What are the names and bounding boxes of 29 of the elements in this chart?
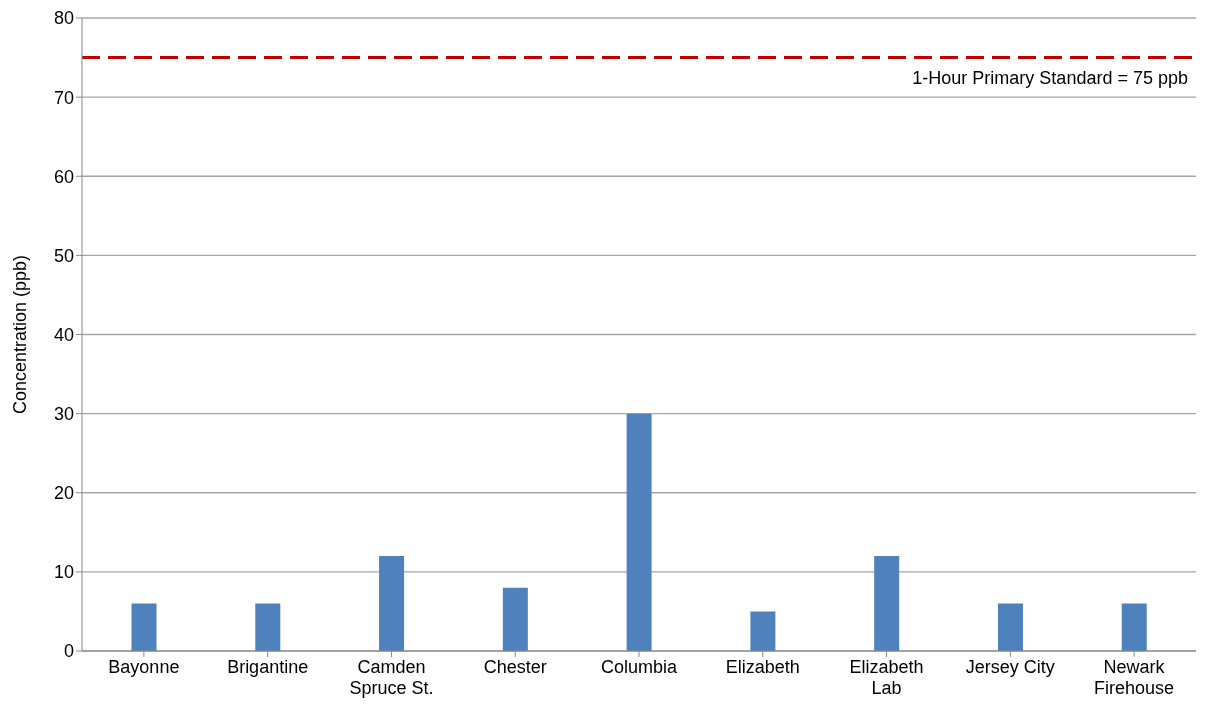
y-tick-label: 50 <box>53 245 74 266</box>
x-tick-label: Chester <box>483 657 547 677</box>
x-tick-label: Newark Firehouse <box>1094 657 1175 698</box>
x-tick-label: Columbia <box>600 657 678 677</box>
ref-line-label: 1-Hour Primary Standard = 75 ppb <box>912 67 1188 88</box>
y-tick-label: 40 <box>53 324 74 345</box>
bar <box>131 603 157 651</box>
x-tick-label: Brigantine <box>227 657 309 677</box>
bar <box>1121 603 1147 651</box>
y-tick-label: 20 <box>53 483 74 504</box>
y-tick-label: 70 <box>53 87 74 108</box>
x-tick-label: Elizabeth Lab <box>849 657 924 698</box>
y-tick-label: 10 <box>53 562 74 583</box>
bar <box>997 603 1023 651</box>
bar <box>255 603 281 651</box>
x-tick-label: Camden Spruce St. <box>349 657 434 698</box>
bar <box>874 556 900 651</box>
x-tick-label: Elizabeth <box>725 657 800 677</box>
x-tick-label: Jersey City <box>965 657 1055 677</box>
y-tick-label: 80 <box>53 8 74 29</box>
bar <box>626 413 652 651</box>
y-tick-label: 0 <box>63 641 74 662</box>
bar <box>750 611 776 651</box>
y-axis-title: Concentration (ppb) <box>10 254 31 415</box>
y-tick-label: 60 <box>53 166 74 187</box>
bar <box>502 587 528 651</box>
bar <box>379 556 405 651</box>
y-tick-label: 30 <box>53 404 74 425</box>
x-tick-label: Bayonne <box>108 657 180 677</box>
